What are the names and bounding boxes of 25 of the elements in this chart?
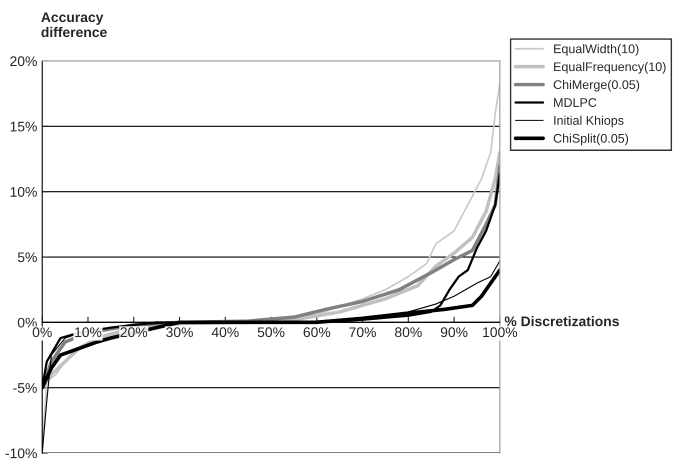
x-tick-label: 20% <box>120 327 148 338</box>
y-tick-label: -5% <box>13 383 37 393</box>
x-tick-label: 70% <box>349 327 376 338</box>
y-tick-label: 10% <box>10 187 37 197</box>
y-axis-title: Accuracy difference <box>41 12 107 38</box>
y-tick-label: 0% <box>18 318 37 328</box>
x-tick-label: 50% <box>258 327 284 338</box>
y-tick-label: 20% <box>10 56 37 66</box>
legend-label: EqualWidth(10) <box>554 44 638 56</box>
x-tick-label: 40% <box>212 327 239 338</box>
legend-label: MDLPC <box>554 98 596 107</box>
x-tick-label: 30% <box>166 327 193 338</box>
x-tick-label: 60% <box>304 327 330 338</box>
legend-label: EqualFrequency(10) <box>554 62 666 74</box>
x-tick-label: 100% <box>483 327 518 338</box>
y-tick-label: 15% <box>10 122 37 132</box>
legend-label: ChiSplit(0.05) <box>554 134 628 146</box>
legend-label: Initial Khiops <box>554 116 624 128</box>
y-tick-label: -10% <box>6 448 37 458</box>
y-tick-label: 5% <box>18 252 37 262</box>
x-axis-title: % Discretizations <box>504 316 619 326</box>
x-tick-label: 0% <box>32 327 52 338</box>
legend-label: ChiMerge(0.05) <box>554 80 640 92</box>
x-tick-label: 80% <box>395 327 422 338</box>
x-tick-label: 90% <box>440 327 468 338</box>
